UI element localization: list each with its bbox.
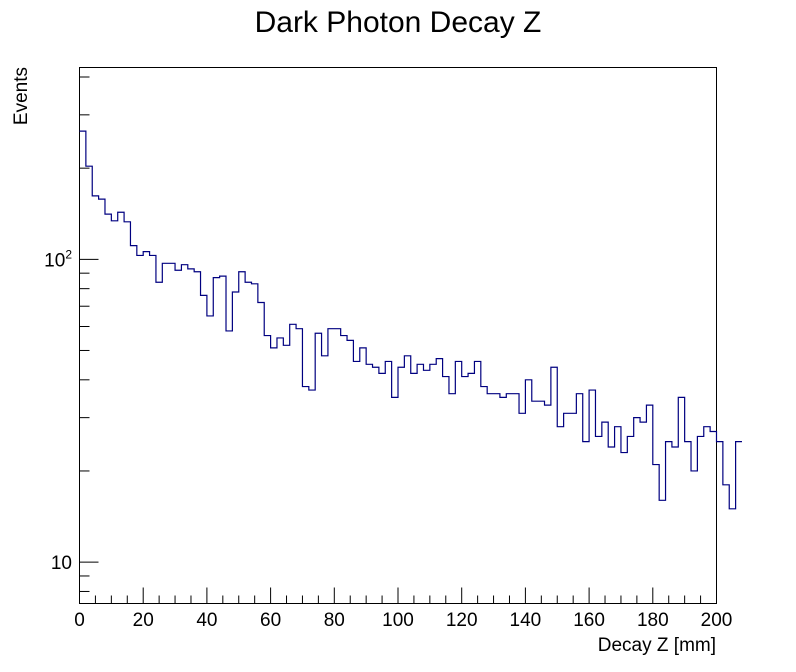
x-tick-label: 120 — [446, 610, 478, 631]
x-axis-ticks — [79, 587, 717, 604]
x-tick-label: 100 — [382, 610, 414, 631]
y-axis-tick-labels: 102 10 — [44, 247, 72, 574]
x-tick-label: 0 — [74, 610, 85, 631]
y-axis-ticks — [79, 76, 99, 592]
x-tick-label: 80 — [324, 610, 345, 631]
y-axis-title: Events — [11, 67, 32, 125]
x-tick-label: 140 — [510, 610, 542, 631]
x-tick-label: 60 — [260, 610, 281, 631]
histogram-series-line — [79, 130, 742, 510]
x-tick-label: 160 — [573, 610, 605, 631]
x-tick-label: 200 — [701, 610, 733, 631]
y-tick-label: 102 — [44, 247, 72, 271]
plot-frame — [79, 67, 717, 604]
x-tick-label: 180 — [637, 610, 669, 631]
chart-title: Dark Photon Decay Z — [255, 6, 542, 39]
x-axis-tick-labels: 0 20 40 60 80 100 120 140 160 180 200 — [74, 610, 732, 631]
y-tick-label: 10 — [51, 553, 72, 574]
x-axis-title: Decay Z [mm] — [598, 635, 716, 656]
x-tick-label: 40 — [196, 610, 217, 631]
x-tick-label: 20 — [133, 610, 154, 631]
